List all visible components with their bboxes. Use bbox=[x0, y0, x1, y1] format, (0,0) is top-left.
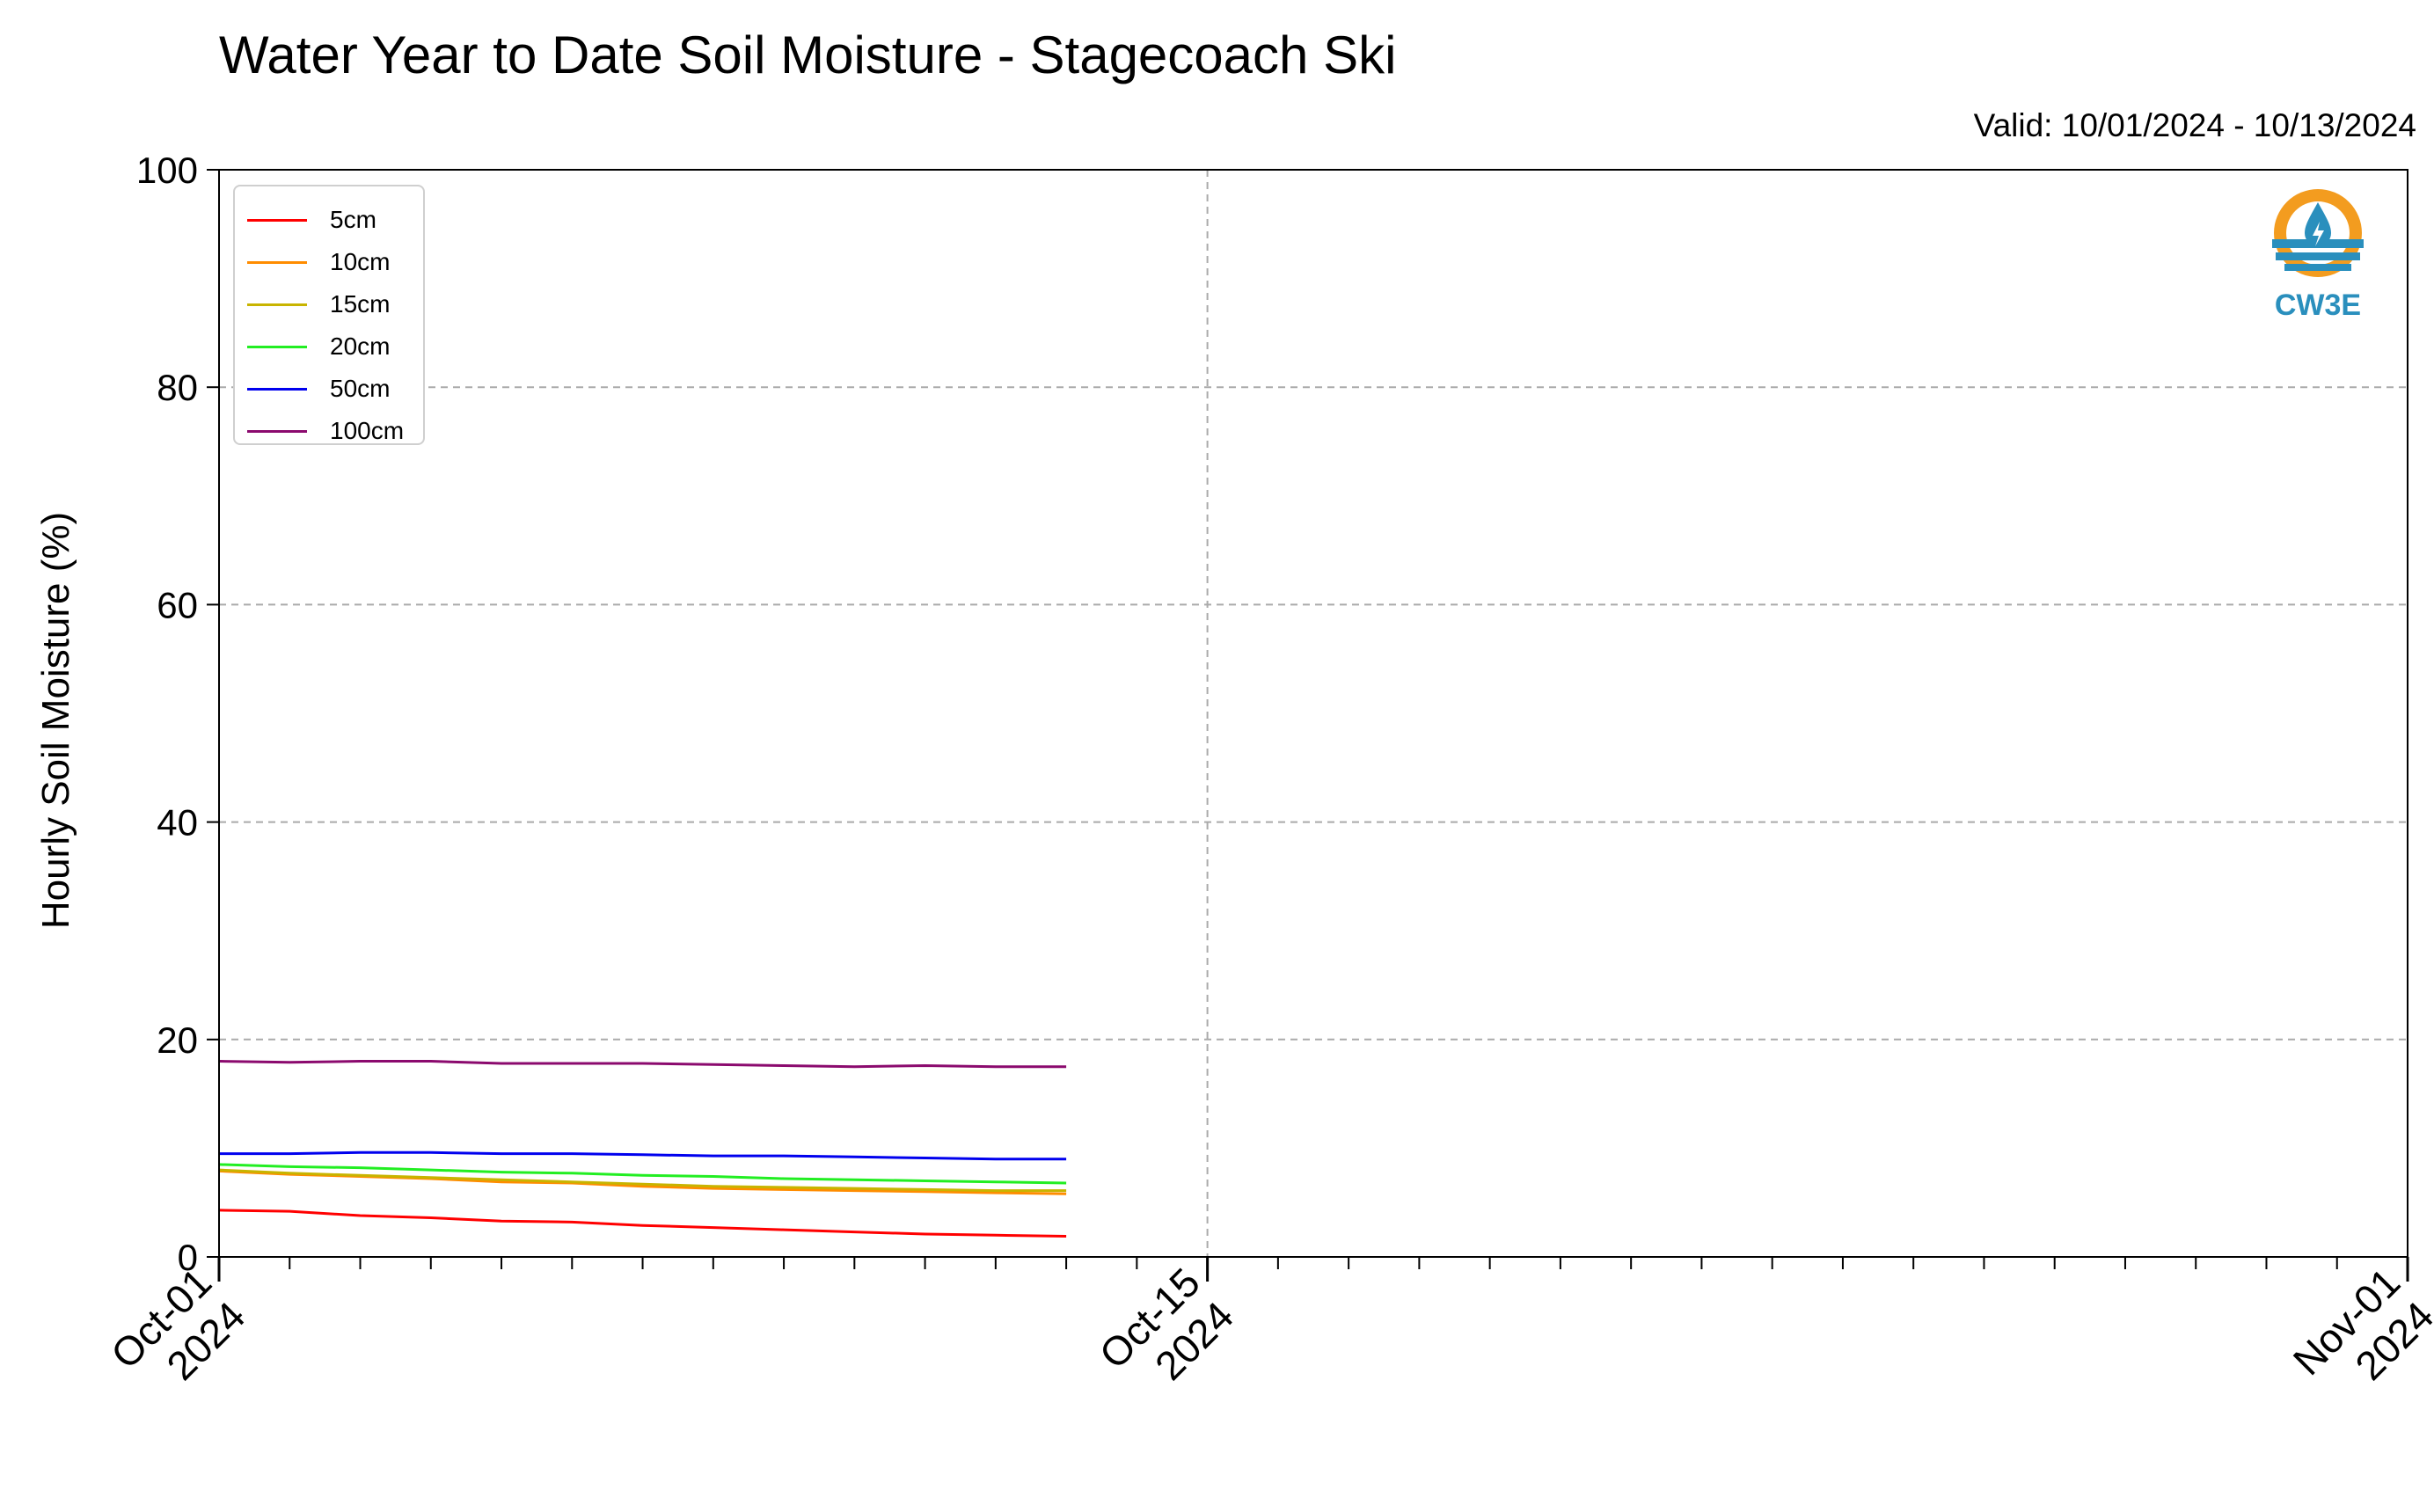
legend-item: 15cm bbox=[235, 283, 423, 325]
legend-item: 10cm bbox=[235, 241, 423, 283]
y-tick-label: 80 bbox=[157, 367, 198, 408]
series-line-100cm bbox=[218, 1060, 1067, 1069]
series-line-20cm bbox=[218, 1163, 1067, 1185]
legend-swatch bbox=[247, 260, 307, 264]
series-line-15cm bbox=[218, 1168, 1067, 1193]
legend-label: 10cm bbox=[330, 248, 391, 275]
legend-item: 5cm bbox=[235, 199, 423, 241]
grid-layer bbox=[219, 170, 2408, 1257]
series-line-5cm bbox=[218, 1209, 1067, 1238]
legend-label: 5cm bbox=[330, 206, 376, 233]
legend-label: 15cm bbox=[330, 290, 391, 318]
plot-frame bbox=[218, 169, 2408, 1258]
series-layer bbox=[218, 1060, 1067, 1238]
legend-item: 20cm bbox=[235, 325, 423, 368]
legend-label: 50cm bbox=[330, 375, 391, 402]
chart-legend: 5cm 10cm 15cm 20cm 50cm 100cm bbox=[233, 185, 425, 445]
legend-swatch bbox=[247, 345, 307, 348]
y-tick-label: 100 bbox=[136, 150, 198, 191]
legend-item: 50cm bbox=[235, 368, 423, 410]
legend-label: 20cm bbox=[330, 332, 391, 360]
legend-swatch bbox=[247, 303, 307, 306]
legend-item: 100cm bbox=[235, 410, 423, 452]
legend-label: 100cm bbox=[330, 417, 405, 444]
series-line-50cm bbox=[219, 1150, 1067, 1161]
chart-title: Water Year to Date Soil Moisture - Stage… bbox=[219, 26, 1397, 84]
y-tick-label: 0 bbox=[178, 1237, 198, 1278]
cw3e-logo: CW3E bbox=[2256, 185, 2379, 325]
logo-text: CW3E bbox=[2274, 289, 2362, 322]
legend-swatch bbox=[247, 218, 307, 222]
legend-swatch bbox=[247, 387, 307, 391]
y-tick-label: 20 bbox=[157, 1019, 198, 1061]
y-tick-label: 60 bbox=[157, 584, 198, 625]
y-tick-label: 40 bbox=[157, 802, 198, 844]
legend-swatch bbox=[247, 429, 307, 433]
cw3e-logo-icon bbox=[2272, 189, 2364, 277]
chart-subtitle: Valid: 10/01/2024 - 10/13/2024 bbox=[1973, 107, 2416, 143]
